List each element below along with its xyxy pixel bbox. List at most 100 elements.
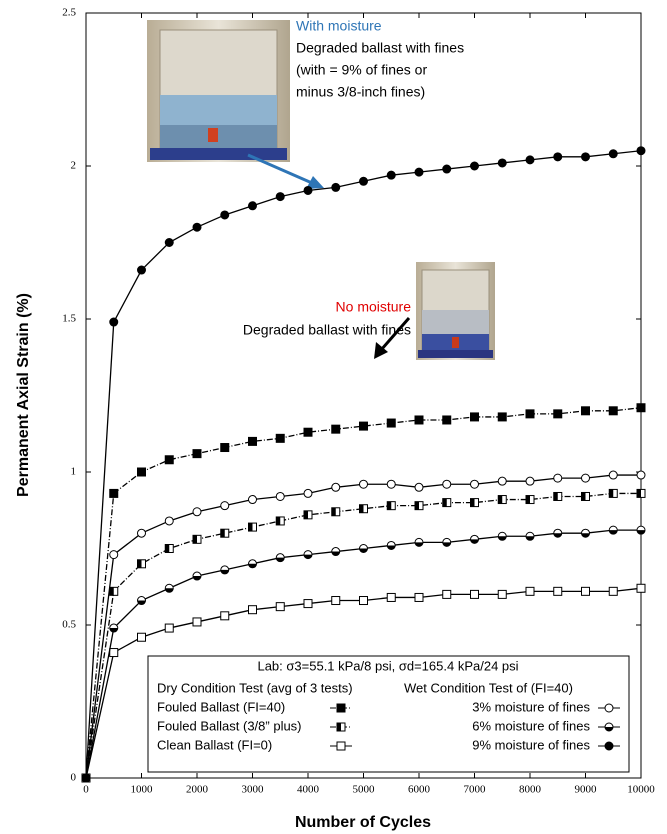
marker-half	[193, 535, 197, 543]
marker	[471, 480, 479, 488]
marker	[443, 165, 451, 173]
marker-shape	[193, 618, 201, 626]
marker	[193, 223, 201, 231]
legend-title: Lab: σ3=55.1 kPa/8 psi, σd=165.4 kPa/24 …	[257, 658, 518, 673]
x-tick-label: 3000	[242, 784, 265, 796]
marker	[415, 502, 423, 510]
marker-shape	[165, 239, 173, 247]
marker-shape	[337, 704, 345, 712]
marker-shape	[498, 159, 506, 167]
marker	[471, 499, 479, 507]
annotation: With moisture	[296, 18, 382, 34]
y-tick-label: 2	[71, 160, 77, 172]
legend-label: 9% moisture of fines	[472, 737, 590, 752]
marker-shape	[498, 477, 506, 485]
marker	[605, 742, 613, 750]
marker	[360, 480, 368, 488]
marker	[221, 502, 229, 510]
marker	[138, 633, 146, 641]
marker	[221, 529, 229, 537]
legend-heading: Wet Condition Test of (FI=40)	[404, 680, 573, 695]
marker-half	[415, 502, 419, 510]
marker	[276, 517, 284, 525]
marker	[304, 428, 312, 436]
marker-half	[582, 492, 586, 500]
marker	[554, 410, 562, 418]
annotation: (with = 9% of fines or	[296, 62, 427, 78]
marker	[337, 704, 345, 712]
marker-shape	[609, 587, 617, 595]
marker-shape	[332, 483, 340, 491]
marker-shape	[471, 590, 479, 598]
marker	[387, 541, 395, 549]
marker	[360, 177, 368, 185]
photo-wet-sample	[147, 20, 290, 162]
marker	[526, 410, 534, 418]
marker-shape	[609, 407, 617, 415]
marker-shape	[471, 480, 479, 488]
marker	[110, 489, 118, 497]
marker	[193, 618, 201, 626]
marker	[221, 444, 229, 452]
marker	[304, 551, 312, 559]
marker-shape	[221, 612, 229, 620]
marker	[249, 560, 257, 568]
marker	[332, 483, 340, 491]
marker	[443, 499, 451, 507]
marker	[387, 480, 395, 488]
photo-dry-sample	[416, 262, 495, 360]
marker-shape	[360, 597, 368, 605]
legend-label: Fouled Ballast (FI=40)	[157, 699, 285, 714]
marker	[276, 554, 284, 562]
marker-shape	[249, 202, 257, 210]
marker	[415, 416, 423, 424]
marker	[637, 526, 645, 534]
annotation: No moisture	[336, 299, 412, 315]
marker	[609, 587, 617, 595]
marker	[605, 723, 613, 731]
marker	[360, 422, 368, 430]
y-tick-label: 2.5	[62, 7, 76, 19]
marker	[609, 489, 617, 497]
marker	[498, 159, 506, 167]
x-tick-label: 9000	[575, 784, 598, 796]
marker	[526, 477, 534, 485]
marker	[443, 538, 451, 546]
marker-shape	[609, 471, 617, 479]
marker-shape	[605, 704, 613, 712]
marker	[637, 471, 645, 479]
marker	[387, 171, 395, 179]
marker	[110, 624, 118, 632]
marker	[471, 590, 479, 598]
marker	[110, 587, 118, 595]
marker-shape	[387, 419, 395, 427]
x-tick-label: 2000	[186, 784, 209, 796]
marker	[304, 600, 312, 608]
marker-shape	[276, 603, 284, 611]
marker	[609, 150, 617, 158]
marker-half	[637, 489, 641, 497]
marker	[582, 407, 590, 415]
marker-half	[471, 499, 475, 507]
marker	[304, 511, 312, 519]
x-tick-label: 5000	[353, 784, 376, 796]
marker-shape	[360, 422, 368, 430]
x-tick-label: 6000	[408, 784, 431, 796]
marker	[637, 147, 645, 155]
marker	[249, 437, 257, 445]
marker-shape	[165, 517, 173, 525]
marker	[387, 419, 395, 427]
marker-shape	[443, 416, 451, 424]
marker-half	[360, 505, 364, 513]
marker	[415, 538, 423, 546]
marker-shape	[193, 223, 201, 231]
marker-shape	[249, 437, 257, 445]
marker	[165, 517, 173, 525]
marker-half	[221, 529, 225, 537]
marker-shape	[110, 551, 118, 559]
marker	[443, 480, 451, 488]
marker	[582, 587, 590, 595]
marker-shape	[637, 584, 645, 592]
marker	[443, 416, 451, 424]
marker	[582, 474, 590, 482]
